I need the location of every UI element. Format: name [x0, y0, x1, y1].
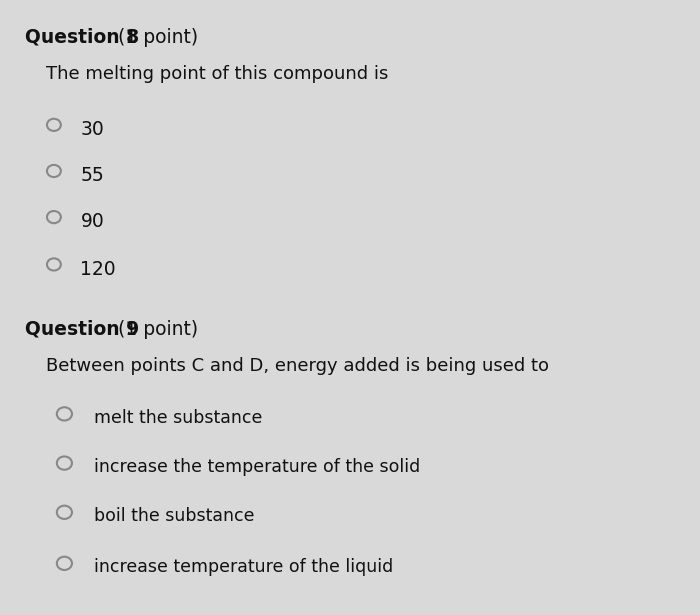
Text: 120: 120	[80, 260, 116, 279]
Text: (1 point): (1 point)	[112, 28, 198, 47]
Text: melt the substance: melt the substance	[94, 409, 263, 427]
Text: Question 9: Question 9	[25, 320, 139, 339]
Text: Question 8: Question 8	[25, 28, 139, 47]
Text: 55: 55	[80, 166, 104, 185]
Text: boil the substance: boil the substance	[94, 507, 255, 525]
Text: 30: 30	[80, 120, 104, 139]
Text: increase temperature of the liquid: increase temperature of the liquid	[94, 558, 393, 576]
Text: 90: 90	[80, 212, 104, 231]
Text: (1 point): (1 point)	[112, 320, 198, 339]
Text: increase the temperature of the solid: increase the temperature of the solid	[94, 458, 421, 476]
Text: Between points C and D, energy added is being used to: Between points C and D, energy added is …	[46, 357, 549, 375]
Text: The melting point of this compound is: The melting point of this compound is	[46, 65, 388, 82]
